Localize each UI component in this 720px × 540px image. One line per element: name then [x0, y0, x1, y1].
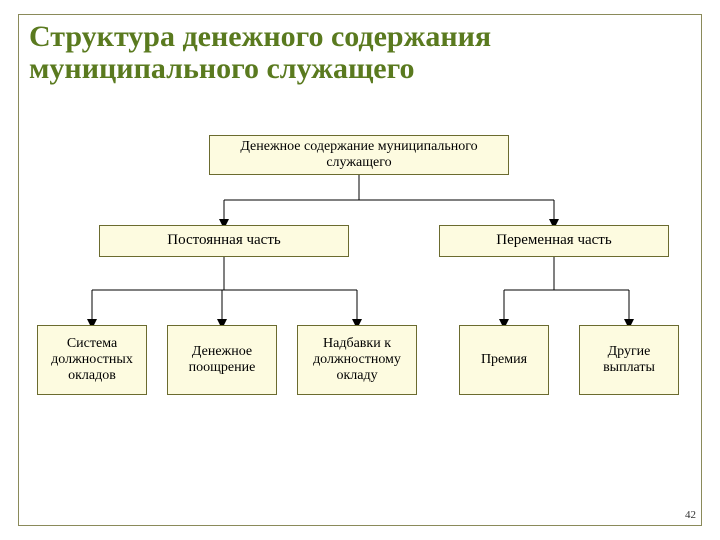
node-const: Постоянная часть — [99, 225, 349, 257]
node-l3: Надбавки к должностному окладу — [297, 325, 417, 395]
node-var: Переменная часть — [439, 225, 669, 257]
page-number: 42 — [685, 509, 696, 521]
slide-frame: Структура денежного содержания муниципал… — [18, 14, 702, 526]
node-root: Денежное содержание муниципального служа… — [209, 135, 509, 175]
node-l2: Денежное поощрение — [167, 325, 277, 395]
node-l1: Система должностных окладов — [37, 325, 147, 395]
slide-title: Структура денежного содержания муниципал… — [29, 21, 669, 84]
node-l4: Премия — [459, 325, 549, 395]
node-l5: Другие выплаты — [579, 325, 679, 395]
connectors-layer — [19, 15, 703, 527]
